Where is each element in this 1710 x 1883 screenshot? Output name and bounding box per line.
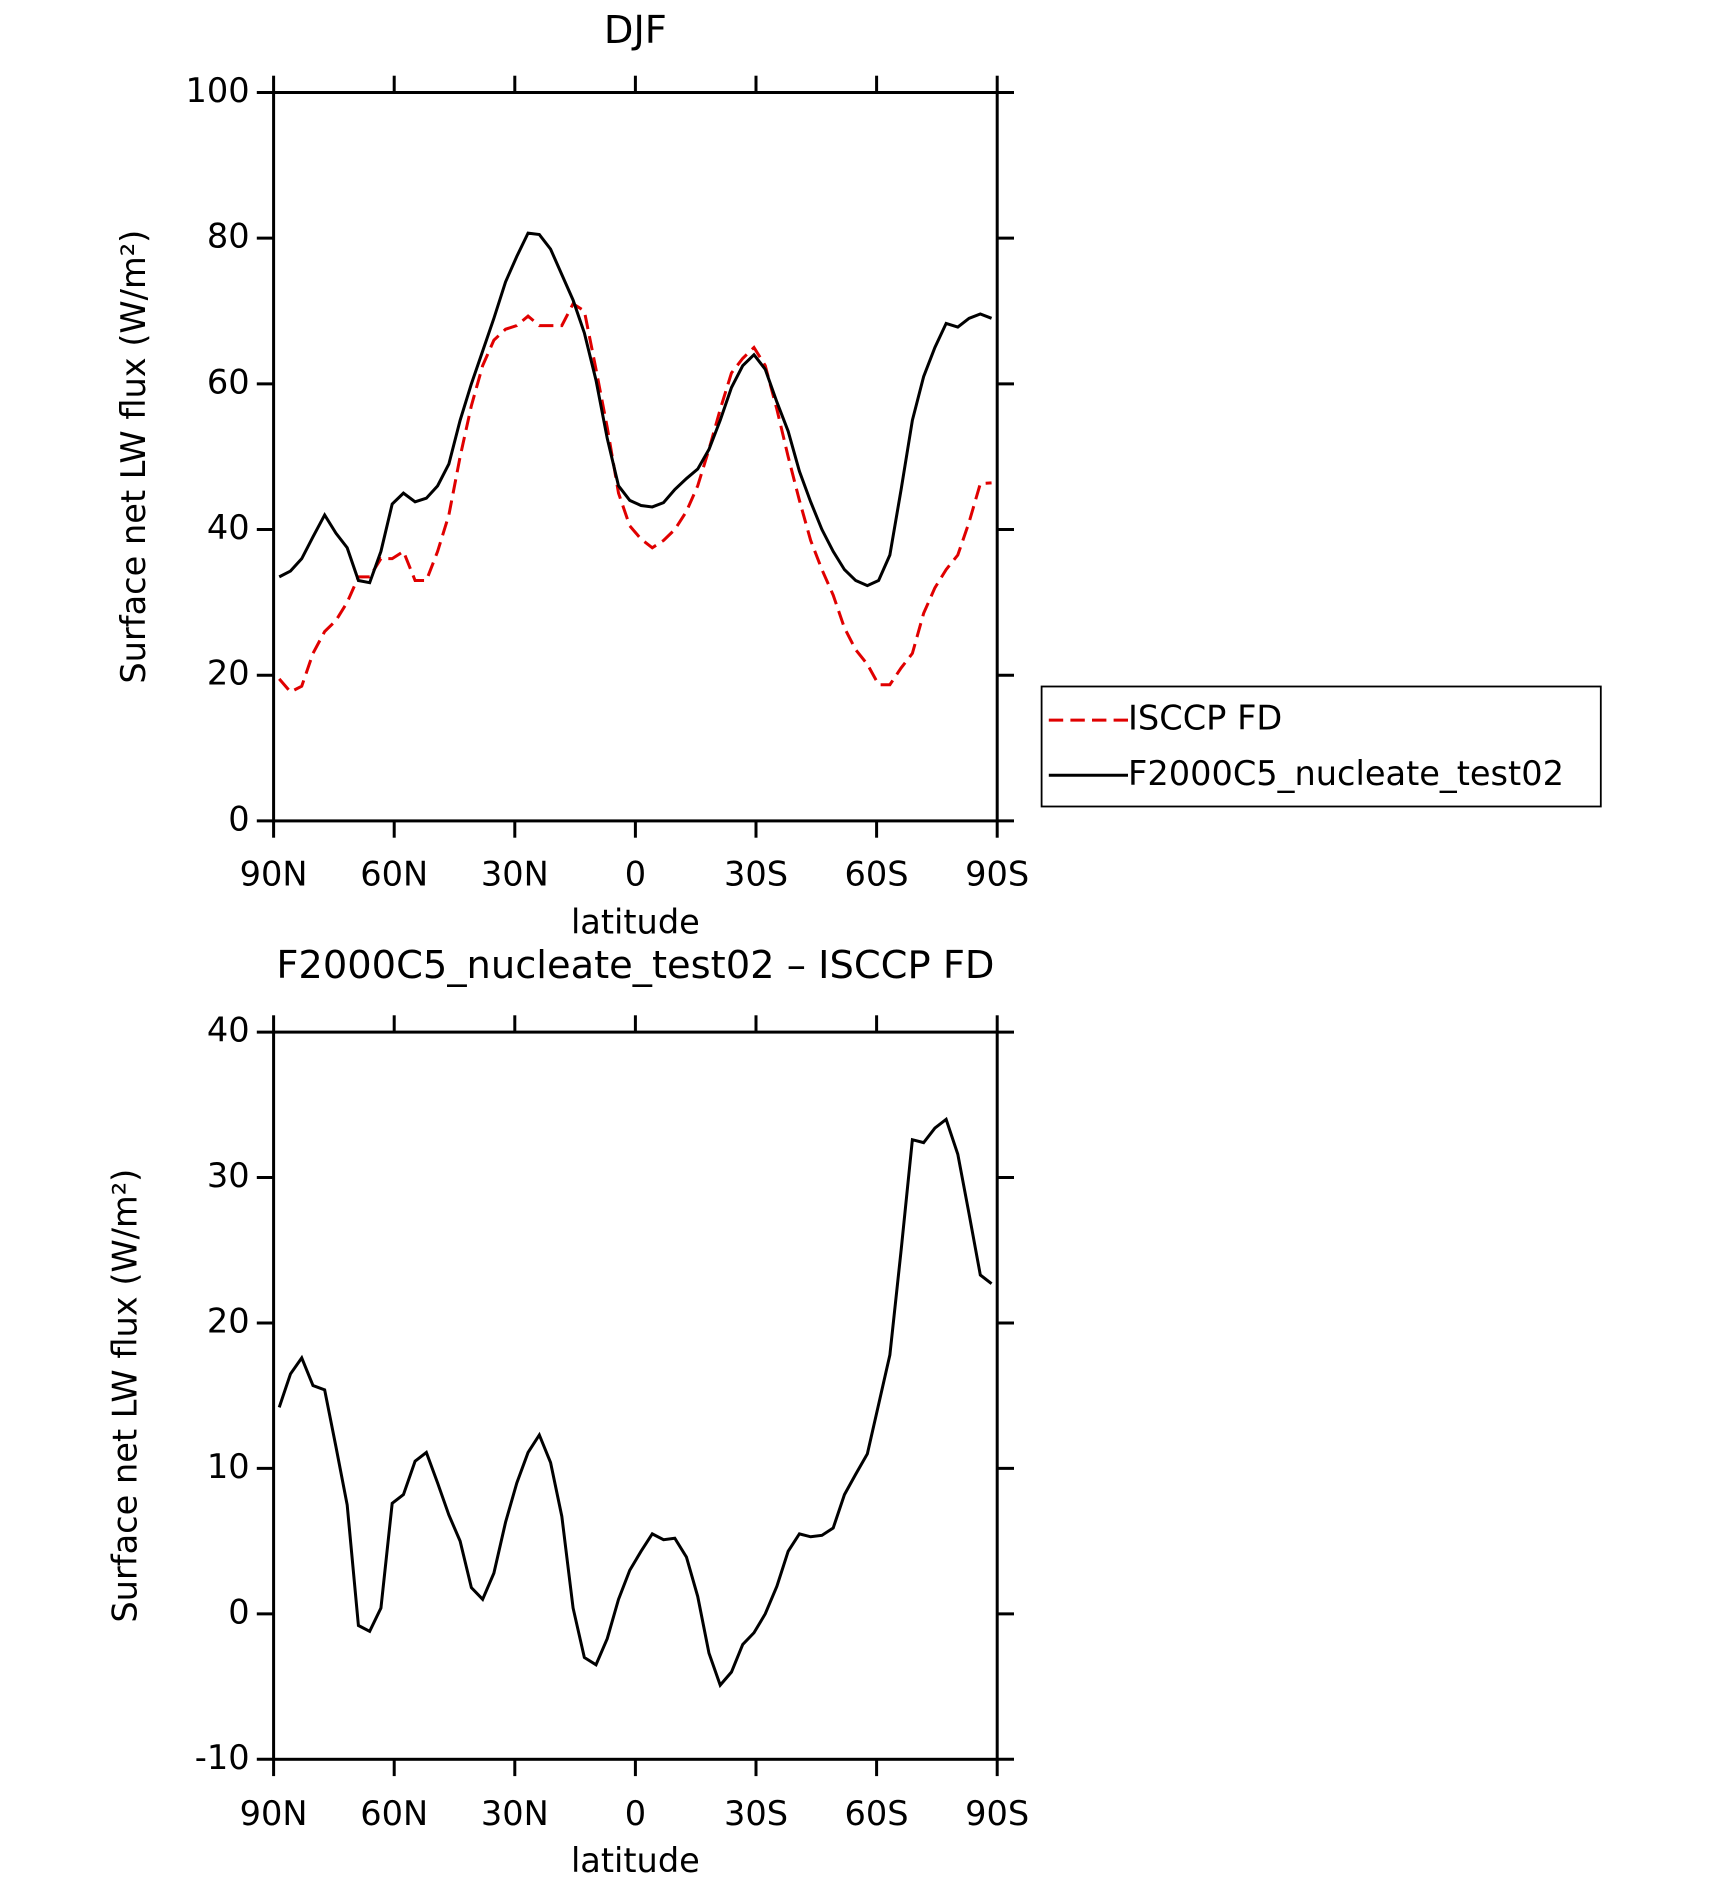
data-line — [277, 1116, 993, 1689]
x-tick-label: 90S — [965, 855, 1029, 894]
legend-label: F2000C5_nucleate_test02 — [1128, 754, 1564, 793]
x-tick-label: 90N — [240, 855, 308, 894]
chart-title: DJF — [604, 8, 667, 53]
y-tick-label: 0 — [228, 799, 249, 838]
y-tick-label: 100 — [185, 71, 249, 110]
legend-label: ISCCP FD — [1128, 699, 1282, 738]
y-tick-label: 40 — [207, 508, 250, 547]
x-axis-label: latitude — [571, 1841, 700, 1880]
legend-box — [1040, 685, 1602, 808]
x-tick-label: 0 — [625, 855, 646, 894]
x-tick-label: 30S — [724, 855, 788, 894]
chart-title: F2000C5_nucleate_test02 – ISCCP FD — [276, 943, 994, 988]
x-tick-label: 30N — [481, 855, 549, 894]
y-tick-label: 30 — [207, 1156, 250, 1195]
x-tick-label: 60S — [845, 855, 909, 894]
x-tick-label: 30S — [724, 1794, 788, 1833]
y-tick-label: 80 — [207, 217, 250, 256]
y-tick-label: 40 — [207, 1011, 250, 1050]
x-axis-label: latitude — [571, 903, 700, 942]
x-tick-label: 60S — [845, 1794, 909, 1833]
plot-frame — [272, 91, 999, 823]
y-axis-label: Surface net LW flux (W/m²) — [114, 230, 153, 684]
plot-frame — [272, 1030, 999, 1761]
x-tick-label: 30N — [481, 1794, 549, 1833]
x-tick-label: 60N — [360, 855, 428, 894]
y-tick-label: -10 — [195, 1738, 250, 1777]
y-tick-label: 20 — [207, 654, 250, 693]
data-line — [278, 301, 992, 694]
y-tick-label: 20 — [207, 1301, 250, 1340]
y-tick-label: 0 — [228, 1592, 249, 1631]
x-tick-label: 90S — [965, 1794, 1029, 1833]
y-tick-label: 60 — [207, 362, 250, 401]
y-tick-label: 10 — [207, 1447, 250, 1486]
x-tick-label: 90N — [240, 1794, 308, 1833]
x-tick-label: 60N — [360, 1794, 428, 1833]
x-tick-label: 0 — [625, 1794, 646, 1833]
y-axis-label: Surface net LW flux (W/m²) — [106, 1169, 145, 1623]
data-line — [278, 231, 993, 588]
